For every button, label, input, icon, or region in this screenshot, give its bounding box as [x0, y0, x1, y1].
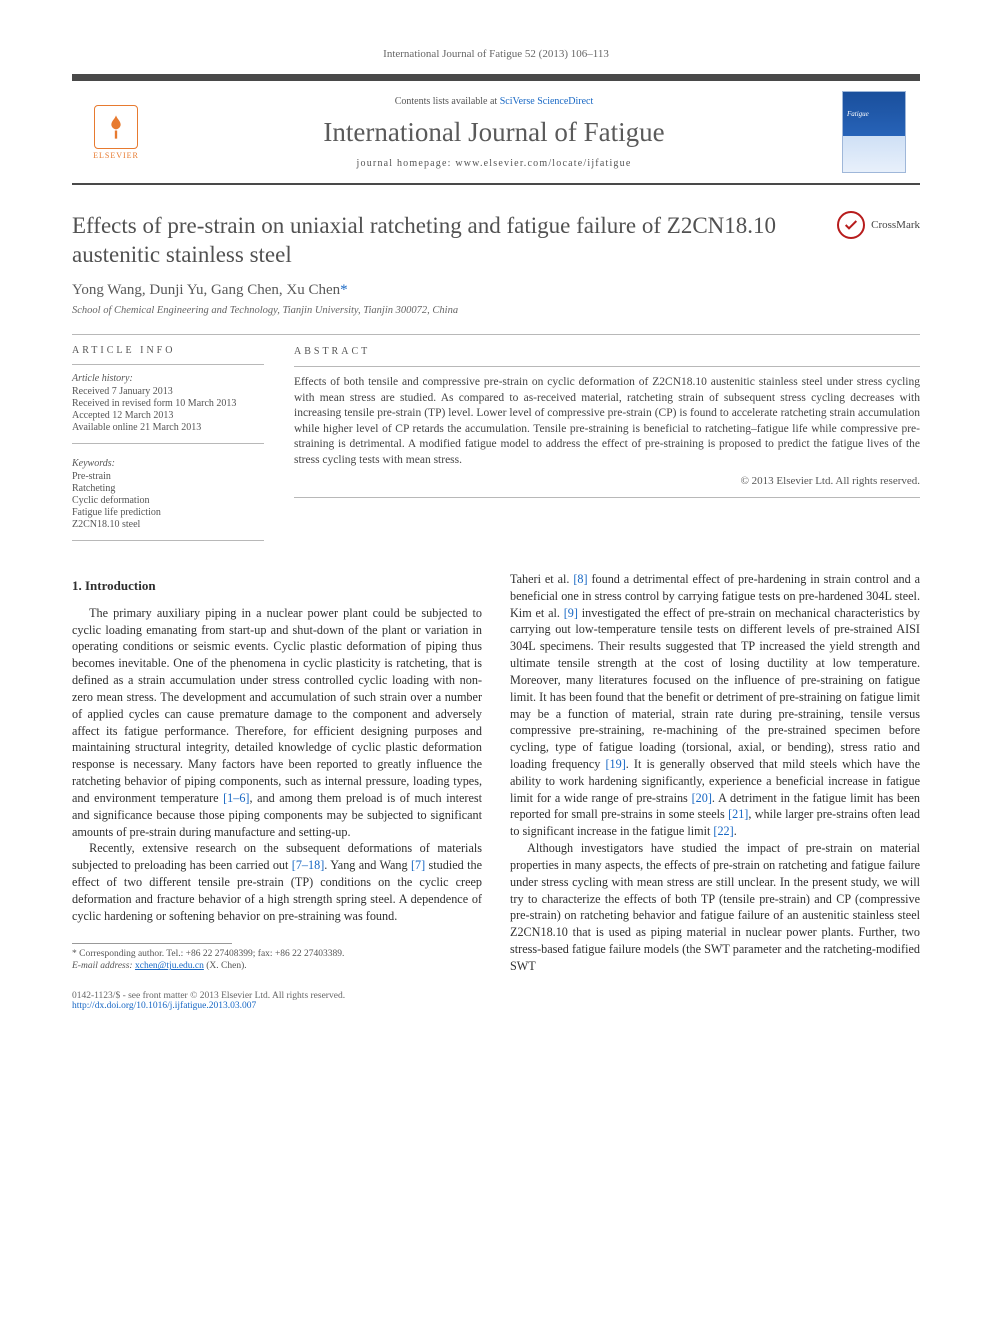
- journal-homepage-link[interactable]: www.elsevier.com/locate/ijfatigue: [455, 158, 631, 169]
- abstract-column: ABSTRACT Effects of both tensile and com…: [294, 345, 920, 549]
- intro-p1: The primary auxiliary piping in a nuclea…: [72, 605, 482, 841]
- article-title: Effects of pre-strain on uniaxial ratche…: [72, 211, 817, 270]
- citation-link[interactable]: [8]: [573, 572, 587, 586]
- article-history-head: Article history:: [72, 373, 264, 384]
- article-info-column: ARTICLE INFO Article history: Received 7…: [72, 345, 264, 549]
- contents-prefix: Contents lists available at: [395, 96, 500, 107]
- keyword: Pre-strain: [72, 471, 264, 482]
- elsevier-tree-icon: [94, 105, 138, 149]
- info-rule-3: [72, 540, 264, 541]
- journal-cover-thumb: [842, 91, 906, 173]
- corresponding-footnote: * Corresponding author. Tel.: +86 22 274…: [72, 948, 482, 974]
- corr-email-who: (X. Chen).: [206, 961, 246, 971]
- crossmark-label: CrossMark: [871, 219, 920, 231]
- history-accepted: Accepted 12 March 2013: [72, 410, 264, 421]
- elsevier-wordmark: ELSEVIER: [93, 151, 139, 160]
- corr-author-line: * Corresponding author. Tel.: +86 22 274…: [72, 948, 482, 961]
- keywords-head: Keywords:: [72, 458, 264, 469]
- journal-name: International Journal of Fatigue: [160, 117, 828, 148]
- footnote-rule: [72, 943, 232, 944]
- abstract-rule: [294, 366, 920, 367]
- body-two-column: 1. Introduction The primary auxiliary pi…: [72, 571, 920, 975]
- citation-link[interactable]: [20]: [692, 791, 712, 805]
- running-head: International Journal of Fatigue 52 (201…: [72, 48, 920, 60]
- authors-text: Yong Wang, Dunji Yu, Gang Chen, Xu Chen: [72, 282, 340, 298]
- journal-homepage-line: journal homepage: www.elsevier.com/locat…: [160, 158, 828, 169]
- contents-available-line: Contents lists available at SciVerse Sci…: [160, 96, 828, 107]
- author-list: Yong Wang, Dunji Yu, Gang Chen, Xu Chen*: [72, 282, 920, 299]
- citation-link[interactable]: [19]: [605, 757, 625, 771]
- article-info-label: ARTICLE INFO: [72, 345, 264, 356]
- history-online: Available online 21 March 2013: [72, 422, 264, 433]
- email-label: E-mail address:: [72, 961, 133, 971]
- history-received: Received 7 January 2013: [72, 386, 264, 397]
- history-revised: Received in revised form 10 March 2013: [72, 398, 264, 409]
- abstract-copyright: © 2013 Elsevier Ltd. All rights reserved…: [294, 474, 920, 489]
- info-rule-2: [72, 443, 264, 444]
- crossmark-badge[interactable]: CrossMark: [837, 211, 920, 239]
- homepage-prefix: journal homepage:: [357, 158, 456, 169]
- citation-link[interactable]: [1–6]: [223, 791, 249, 805]
- page-footer: 0142-1123/$ - see front matter © 2013 El…: [72, 991, 920, 1011]
- corresponding-marker: *: [340, 282, 348, 298]
- citation-link[interactable]: [22]: [713, 824, 733, 838]
- abstract-text: Effects of both tensile and compressive …: [294, 375, 920, 468]
- divider: [72, 334, 920, 335]
- intro-p2: Recently, extensive research on the subs…: [72, 840, 482, 924]
- info-rule: [72, 364, 264, 365]
- sciencedirect-link[interactable]: SciVerse ScienceDirect: [500, 96, 594, 107]
- crossmark-icon: [837, 211, 865, 239]
- citation-link[interactable]: [9]: [564, 606, 578, 620]
- citation-link[interactable]: [7]: [411, 858, 425, 872]
- section-heading-intro: 1. Introduction: [72, 577, 482, 595]
- affiliation: School of Chemical Engineering and Techn…: [72, 305, 920, 316]
- elsevier-logo: ELSEVIER: [86, 99, 146, 165]
- keyword: Cyclic deformation: [72, 495, 264, 506]
- footer-front-matter: 0142-1123/$ - see front matter © 2013 El…: [72, 991, 345, 1001]
- corr-email-link[interactable]: xchen@tju.edu.cn: [135, 961, 204, 971]
- keyword: Z2CN18.10 steel: [72, 519, 264, 530]
- abstract-rule-2: [294, 497, 920, 498]
- doi-link[interactable]: http://dx.doi.org/10.1016/j.ijfatigue.20…: [72, 1001, 256, 1011]
- keyword: Ratcheting: [72, 483, 264, 494]
- citation-link[interactable]: [21]: [728, 807, 748, 821]
- abstract-label: ABSTRACT: [294, 345, 920, 359]
- intro-p4: Although investigators have studied the …: [510, 840, 920, 975]
- citation-link[interactable]: [7–18]: [292, 858, 325, 872]
- keyword: Fatigue life prediction: [72, 507, 264, 518]
- intro-p3: Taheri et al. [8] found a detrimental ef…: [510, 571, 920, 840]
- masthead: ELSEVIER Contents lists available at Sci…: [72, 74, 920, 185]
